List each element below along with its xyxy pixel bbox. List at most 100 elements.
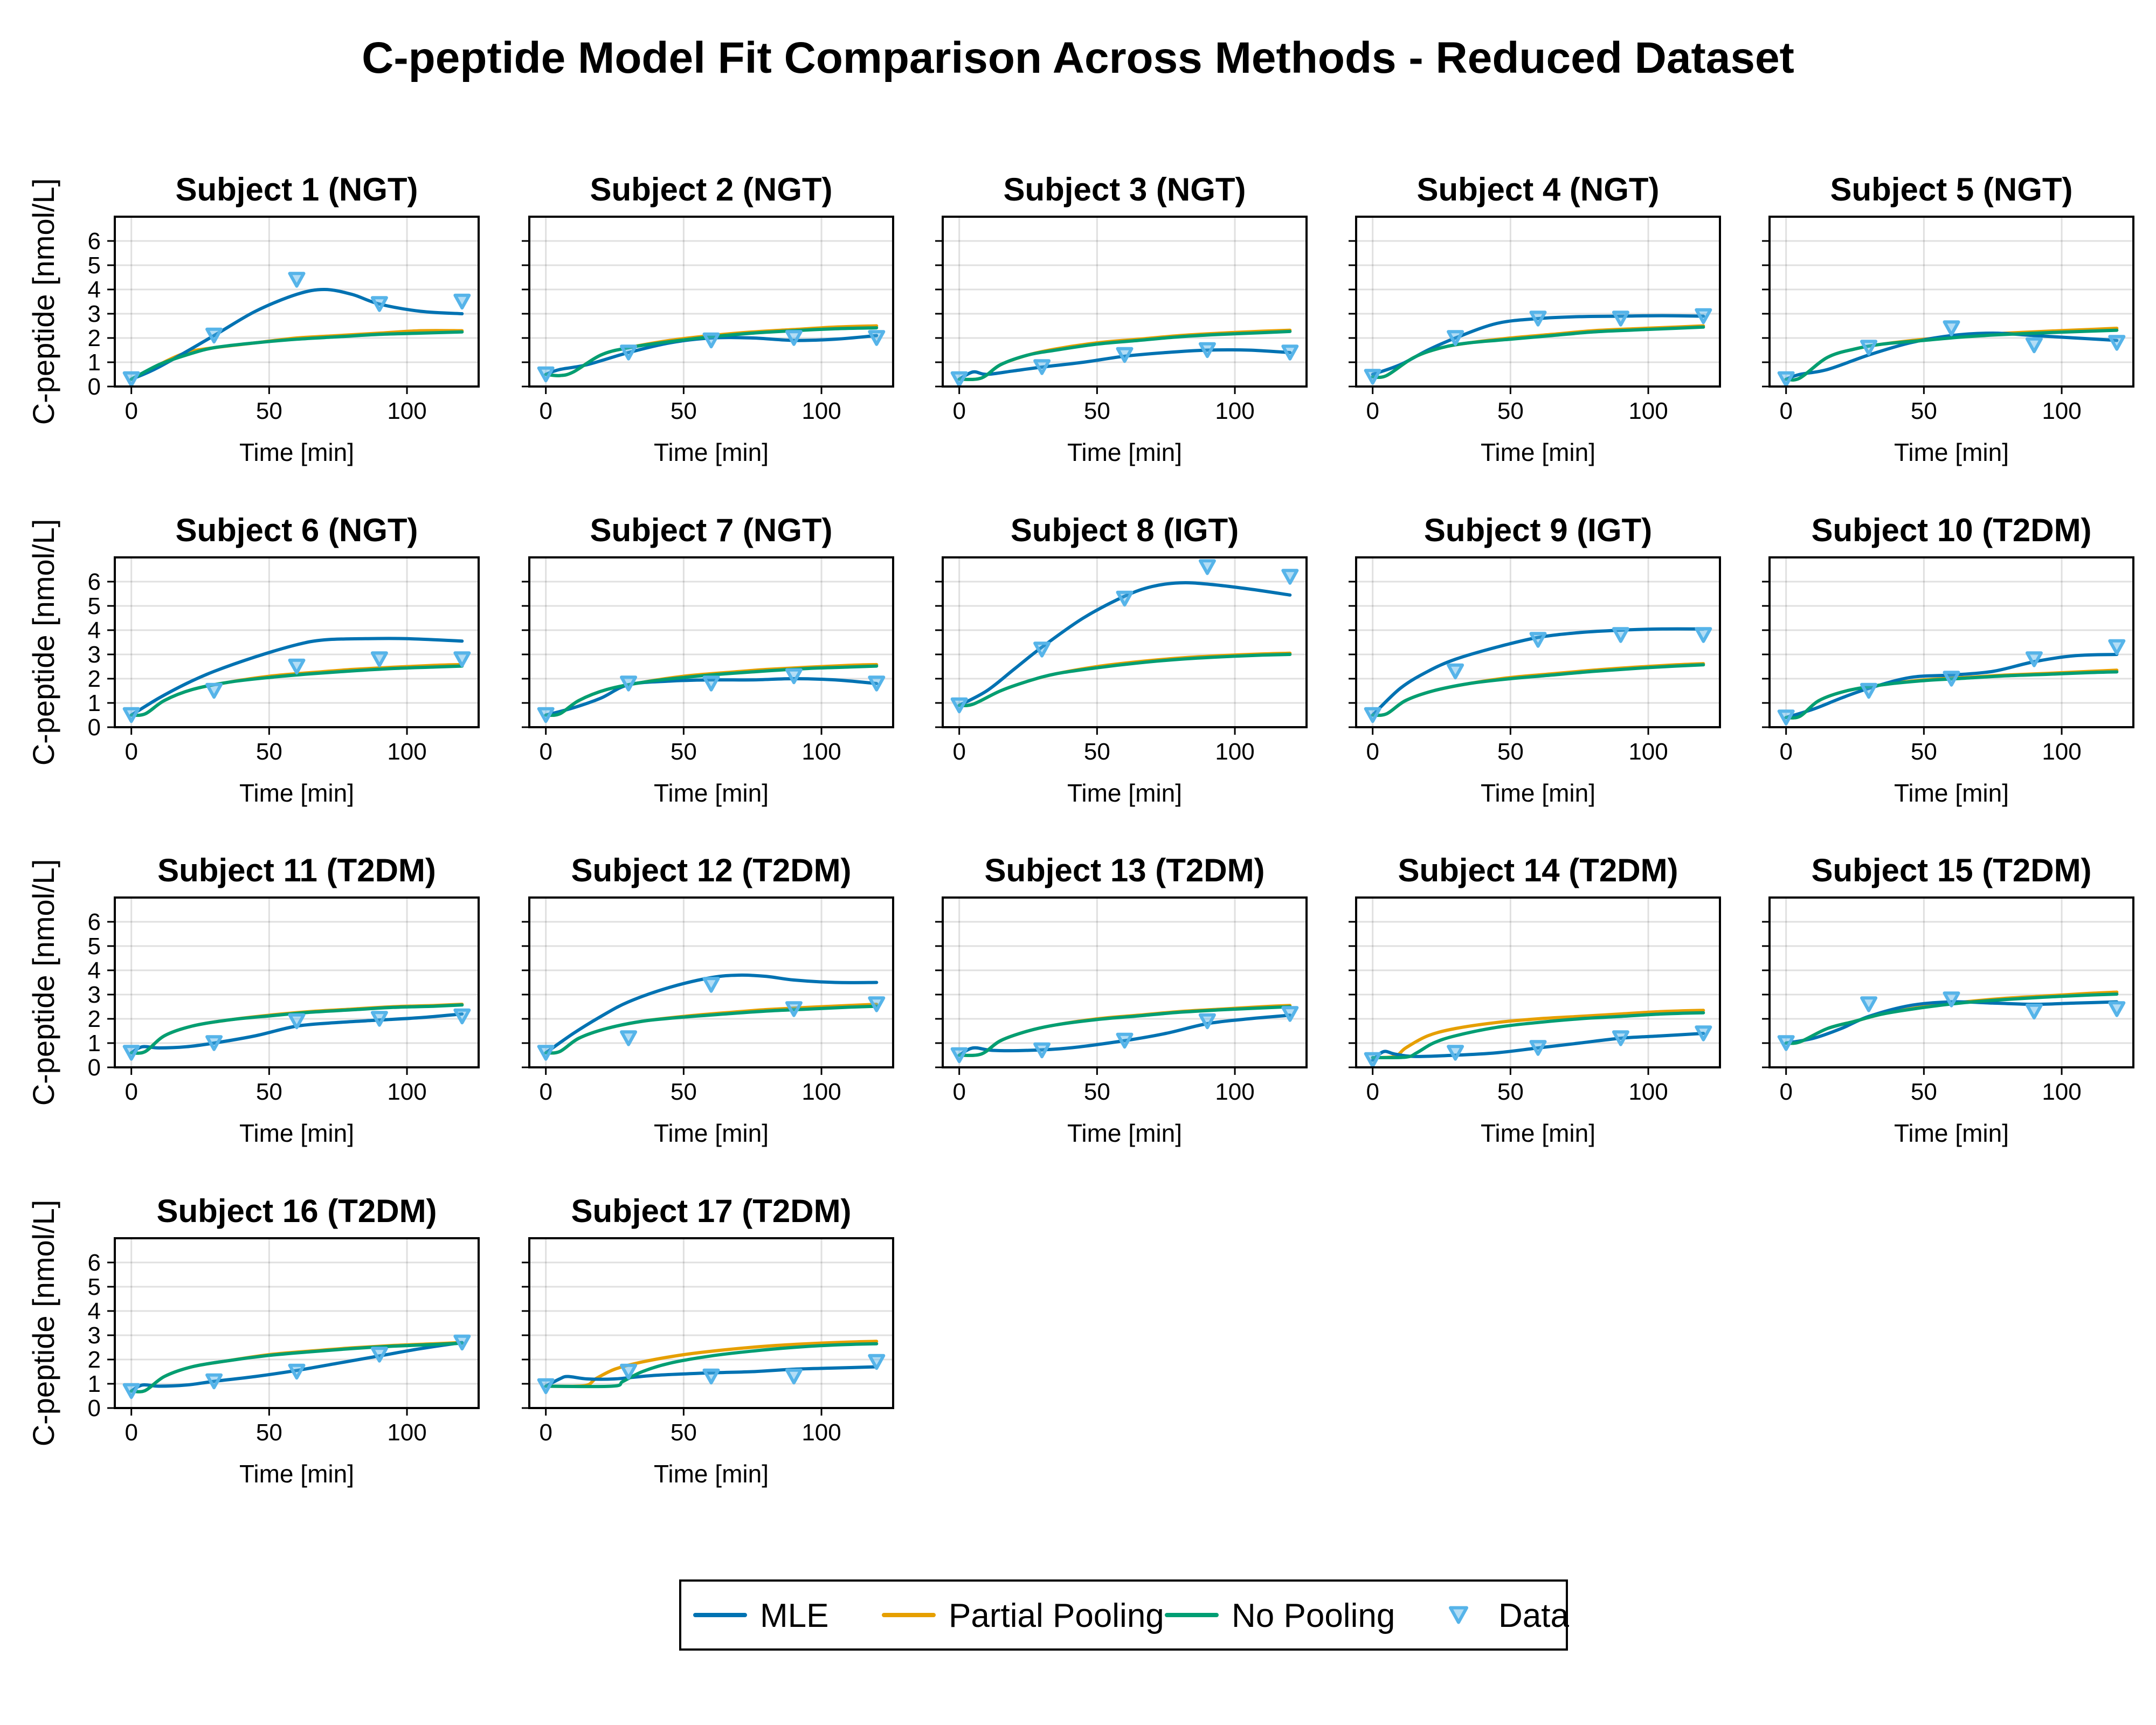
plot-frame [528, 896, 894, 1068]
curves [957, 328, 1292, 381]
data-point [868, 330, 886, 346]
data-markers [537, 668, 886, 723]
plot-frame [114, 1237, 480, 1409]
x-tick-label: 0 [539, 739, 552, 765]
x-tick-label: 50 [1084, 398, 1110, 424]
data-point [453, 1008, 471, 1025]
subplot-title: Subject 5 (NGT) [1830, 171, 2072, 208]
y-tick-label: 6 [88, 228, 101, 254]
data-point [2108, 335, 2126, 351]
plot-frame [528, 216, 894, 388]
y-tick-label: 6 [88, 1250, 101, 1276]
data-point [785, 330, 803, 346]
plot-frame [528, 1237, 894, 1409]
legend-label: MLE [760, 1597, 828, 1634]
partial-pooling-line [1371, 1009, 1705, 1059]
y-tick-label: 1 [88, 349, 101, 376]
x-tick-label: 0 [125, 1079, 137, 1105]
y-axis-label: C-peptide [nmol/L] [26, 859, 60, 1106]
x-tick-label: 0 [539, 1079, 552, 1105]
x-tick-label: 0 [1779, 398, 1792, 424]
no-pooling-line [129, 664, 464, 717]
data-markers [1777, 320, 2126, 388]
data-point [1777, 1035, 1795, 1051]
mle-line [1784, 653, 2119, 719]
data-point [122, 371, 140, 388]
data-point [702, 675, 720, 692]
x-axis-label: Time [min] [239, 1460, 354, 1488]
no-pooling-line [544, 1342, 879, 1389]
mle-line [544, 1365, 879, 1388]
data-point [1695, 1025, 1712, 1041]
x-tick-label: 50 [1497, 1079, 1524, 1105]
no-pooling-line [1784, 670, 2119, 720]
x-tick-label: 50 [256, 739, 282, 765]
data-markers [122, 1008, 471, 1061]
y-tick-label: 3 [88, 301, 101, 327]
figure-title: C-peptide Model Fit Comparison Across Me… [362, 33, 1794, 82]
data-point [1777, 709, 1795, 726]
data-point [122, 1383, 140, 1399]
x-tick-label: 0 [1366, 1079, 1379, 1105]
data-point [1529, 310, 1547, 327]
plot-frame [942, 216, 1308, 388]
subplot-title: Subject 6 (NGT) [175, 512, 418, 548]
data-point [288, 658, 306, 675]
subplot-title: Subject 14 (T2DM) [1398, 852, 1678, 888]
subplot-12: Subject 12 (T2DM) 0 50 100 Time [min] [522, 852, 894, 1147]
no-pooling-line [1371, 325, 1705, 380]
data-point [1612, 1030, 1629, 1046]
data-point [370, 296, 388, 312]
data-point [1612, 627, 1629, 643]
no-pooling-line [1371, 1011, 1705, 1060]
subplot-title: Subject 4 (NGT) [1416, 171, 1659, 208]
data-point [1198, 559, 1216, 575]
data-point [702, 332, 720, 349]
data-point [453, 651, 471, 667]
x-axis-label: Time [min] [1894, 438, 2009, 466]
y-tick-label: 3 [88, 982, 101, 1008]
x-axis-label: Time [min] [1067, 438, 1182, 466]
legend-item: MLE [693, 1597, 828, 1634]
no-pooling-line [544, 664, 879, 717]
data-markers [122, 272, 471, 388]
data-point [1281, 1006, 1299, 1022]
mle-line [129, 1341, 464, 1393]
x-tick-label: 100 [387, 739, 426, 765]
data-point [1943, 671, 1960, 687]
no-pooling-line [957, 653, 1292, 707]
x-tick-label: 100 [2042, 739, 2081, 765]
data-point [1529, 632, 1547, 648]
plot-frame [1355, 556, 1721, 728]
data-point [205, 1035, 223, 1051]
data-point [288, 1013, 306, 1030]
data-point [122, 1045, 140, 1061]
data-point [1116, 1032, 1134, 1049]
subplot-title: Subject 11 (T2DM) [157, 852, 436, 888]
no-pooling-line [129, 1341, 464, 1393]
subplot-title: Subject 1 (NGT) [175, 171, 418, 208]
x-axis-label: Time [min] [654, 779, 769, 807]
subplot-title: Subject 17 (T2DM) [571, 1193, 851, 1229]
x-axis-label: Time [min] [654, 1460, 769, 1488]
data-point [205, 682, 223, 699]
x-tick-label: 0 [1366, 398, 1379, 424]
x-tick-label: 50 [1911, 739, 1937, 765]
y-tick-label: 1 [88, 1371, 101, 1397]
data-point [205, 1373, 223, 1390]
y-tick-label: 1 [88, 1030, 101, 1057]
data-point [1695, 627, 1712, 643]
mle-line [957, 348, 1292, 381]
data-point [1364, 707, 1381, 723]
data-point [370, 1011, 388, 1027]
data-markers [1777, 991, 2126, 1051]
x-tick-label: 100 [801, 1079, 841, 1105]
x-axis-label: Time [min] [654, 438, 769, 466]
plot-frame [1768, 216, 2134, 388]
x-tick-label: 50 [256, 398, 282, 424]
subplot-title: Subject 3 (NGT) [1003, 171, 1246, 208]
x-axis-label: Time [min] [1067, 1119, 1182, 1147]
x-axis-label: Time [min] [239, 438, 354, 466]
legend-box [679, 1579, 1568, 1651]
